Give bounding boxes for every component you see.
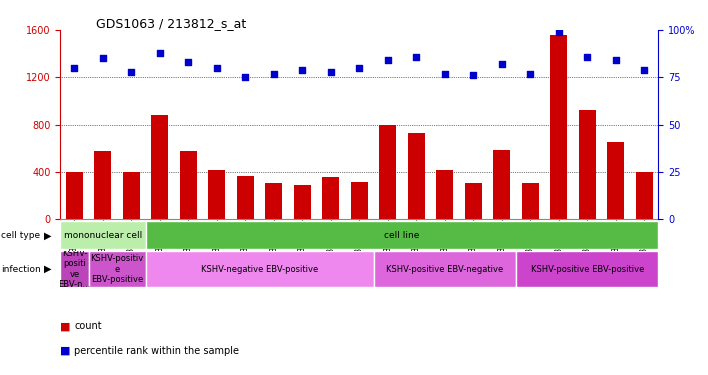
Text: KSHV-positive EBV-negative: KSHV-positive EBV-negative bbox=[386, 265, 503, 274]
Point bbox=[268, 70, 280, 76]
Bar bbox=[522, 183, 539, 219]
Bar bbox=[88, 251, 146, 287]
Bar bbox=[322, 177, 339, 219]
Bar bbox=[607, 142, 624, 219]
Point bbox=[467, 72, 479, 78]
Text: ▶: ▶ bbox=[44, 264, 52, 274]
Bar bbox=[123, 172, 140, 219]
Point bbox=[69, 65, 80, 71]
Point bbox=[240, 74, 251, 80]
Text: GDS1063 / 213812_s_at: GDS1063 / 213812_s_at bbox=[96, 17, 246, 30]
Bar bbox=[66, 172, 83, 219]
Text: infection: infection bbox=[1, 265, 40, 274]
Point bbox=[126, 69, 137, 75]
Text: ■: ■ bbox=[60, 346, 71, 355]
Bar bbox=[60, 251, 88, 287]
Bar bbox=[636, 172, 653, 219]
Text: KSHV-positiv
e
EBV-positive: KSHV-positiv e EBV-positive bbox=[91, 254, 144, 284]
Point bbox=[297, 67, 308, 73]
Text: KSHV-positive EBV-positive: KSHV-positive EBV-positive bbox=[530, 265, 644, 274]
Text: KSHV-
positi
ve
EBV-n...: KSHV- positi ve EBV-n... bbox=[58, 249, 91, 289]
Bar bbox=[236, 176, 254, 219]
Bar bbox=[374, 251, 516, 287]
Text: ▶: ▶ bbox=[44, 230, 52, 240]
Bar bbox=[408, 133, 425, 219]
Bar bbox=[464, 183, 482, 219]
Bar bbox=[146, 251, 374, 287]
Bar bbox=[493, 150, 510, 219]
Point bbox=[183, 59, 194, 65]
Point bbox=[525, 70, 536, 76]
Point bbox=[325, 69, 336, 75]
Point bbox=[154, 50, 166, 56]
Point bbox=[639, 67, 650, 73]
Bar bbox=[266, 183, 282, 219]
Point bbox=[382, 57, 394, 63]
Point bbox=[439, 70, 450, 76]
Bar bbox=[436, 170, 453, 219]
Text: ■: ■ bbox=[60, 321, 71, 331]
Bar bbox=[578, 111, 595, 219]
Text: cell line: cell line bbox=[384, 231, 420, 240]
Bar bbox=[379, 124, 396, 219]
Text: mononuclear cell: mononuclear cell bbox=[64, 231, 142, 240]
Text: KSHV-negative EBV-positive: KSHV-negative EBV-positive bbox=[201, 265, 318, 274]
Bar bbox=[516, 251, 658, 287]
Bar bbox=[146, 221, 658, 249]
Bar bbox=[208, 170, 225, 219]
Text: count: count bbox=[74, 321, 102, 331]
Text: percentile rank within the sample: percentile rank within the sample bbox=[74, 346, 239, 355]
Point bbox=[610, 57, 622, 63]
Point bbox=[553, 29, 564, 35]
Bar bbox=[152, 115, 169, 219]
Bar bbox=[294, 185, 311, 219]
Point bbox=[353, 65, 365, 71]
Point bbox=[97, 56, 108, 62]
Point bbox=[496, 61, 508, 67]
Point bbox=[411, 54, 422, 60]
Bar bbox=[60, 221, 146, 249]
Bar bbox=[180, 151, 197, 219]
Text: cell type: cell type bbox=[1, 231, 40, 240]
Point bbox=[581, 54, 593, 60]
Bar bbox=[94, 151, 111, 219]
Bar bbox=[350, 182, 368, 219]
Point bbox=[211, 65, 222, 71]
Bar bbox=[550, 35, 567, 219]
